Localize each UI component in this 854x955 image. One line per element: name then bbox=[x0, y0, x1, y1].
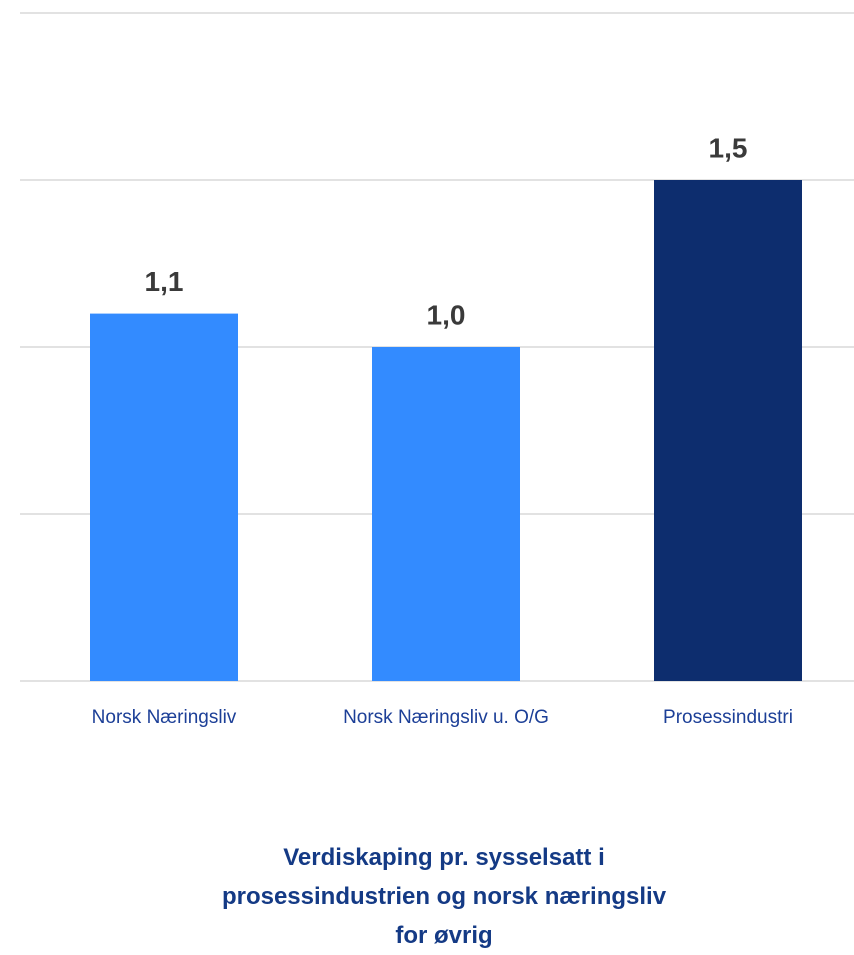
x-tick-label: Norsk Næringsliv u. O/G bbox=[343, 707, 549, 728]
data-label: 1,1 bbox=[145, 266, 184, 297]
x-tick-label: Prosessindustri bbox=[663, 707, 793, 728]
data-label: 1,5 bbox=[709, 132, 748, 163]
bar bbox=[654, 180, 802, 681]
chart-title: Verdiskaping pr. sysselsatt i prosessind… bbox=[221, 844, 667, 949]
x-tick-label: Norsk Næringsliv bbox=[91, 707, 237, 728]
data-label: 1,0 bbox=[427, 299, 466, 330]
bar bbox=[372, 347, 520, 681]
bar bbox=[90, 313, 238, 681]
